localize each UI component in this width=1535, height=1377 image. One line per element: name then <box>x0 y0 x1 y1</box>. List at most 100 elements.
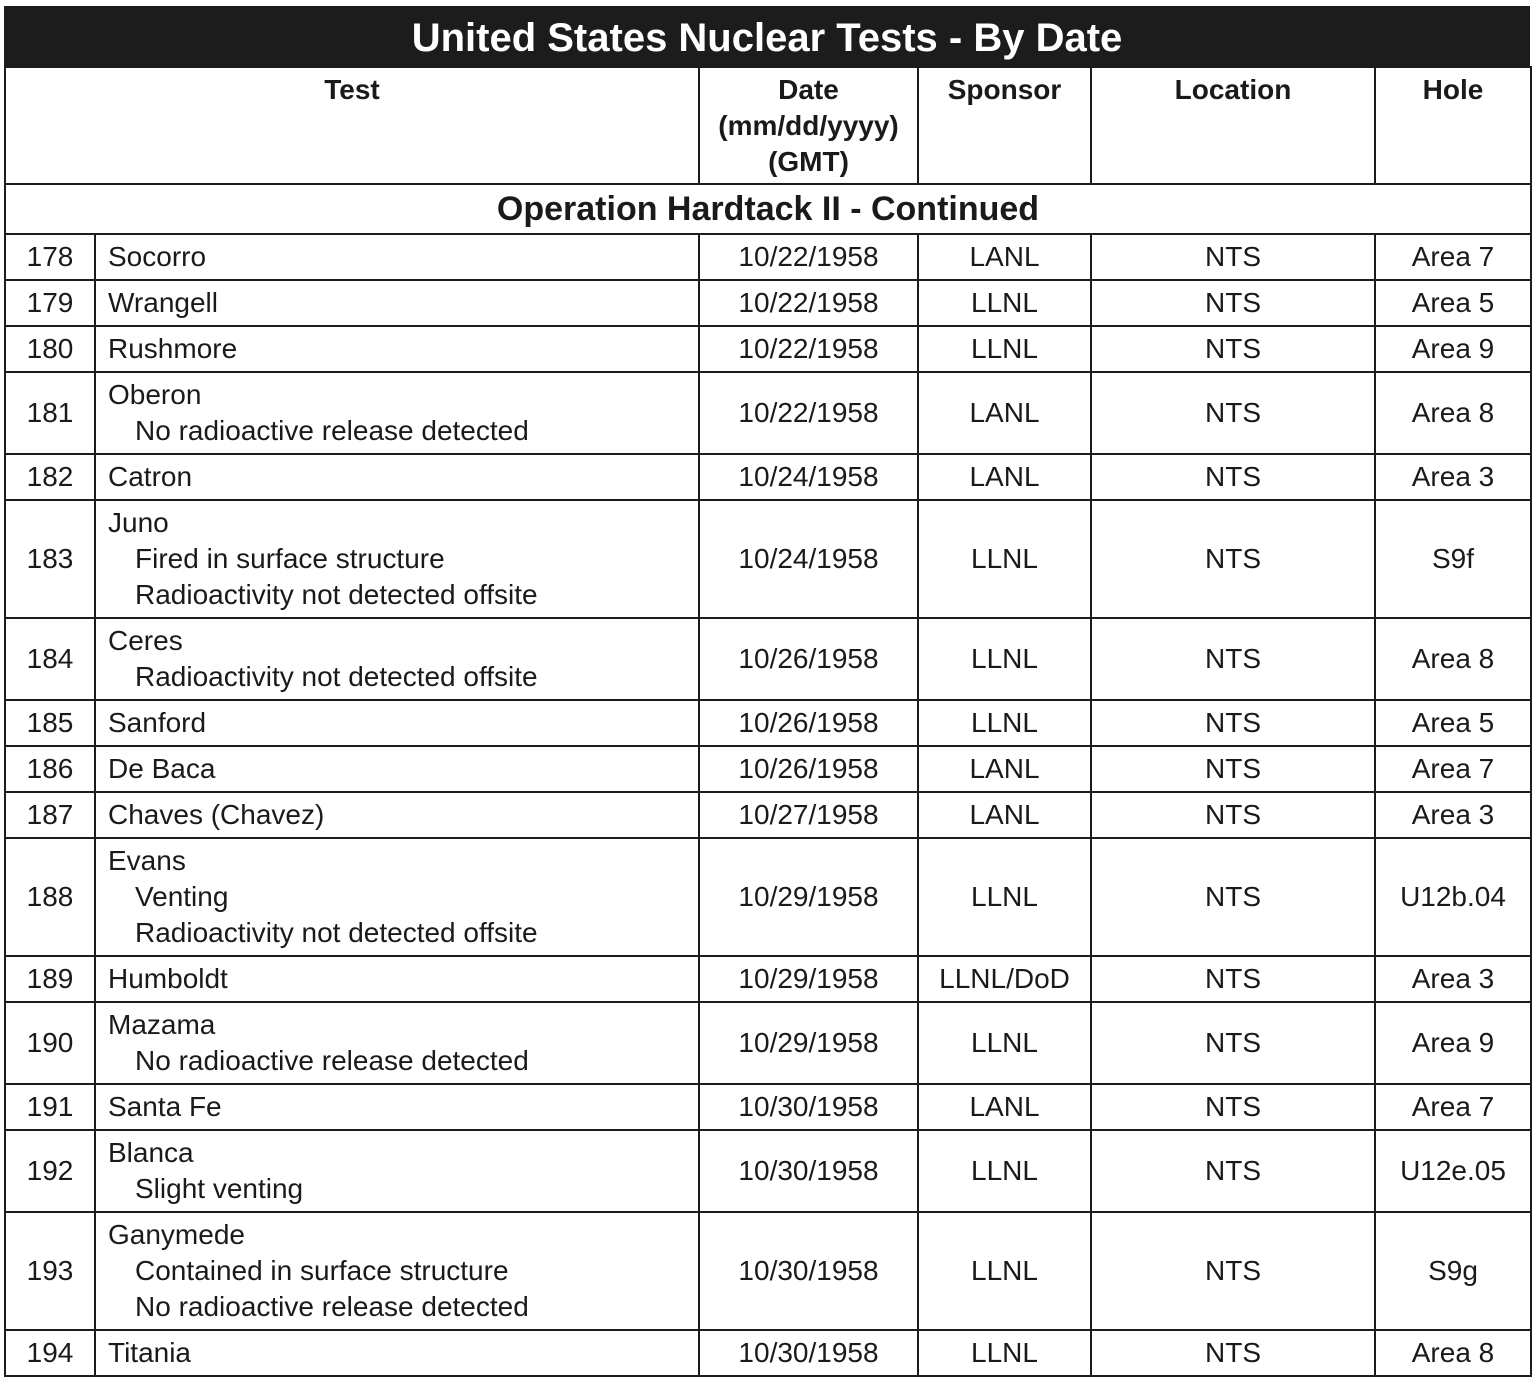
test-name-cell: Santa Fe <box>94 1083 700 1131</box>
test-name-cell: Rushmore <box>94 325 700 373</box>
test-sponsor: LLNL <box>917 499 1092 619</box>
test-location: NTS <box>1090 837 1376 957</box>
test-name-cell: Mazama No radioactive release detected <box>94 1001 700 1085</box>
test-number: 191 <box>4 1083 96 1131</box>
test-name-cell: Juno Fired in surface structure Radioactiv… <box>94 499 700 619</box>
test-date: 10/22/1958 <box>698 325 919 373</box>
test-date: 10/26/1958 <box>698 617 919 701</box>
table-row: 179 Wrangell 10/22/1958 LLNL NTS Area 5 <box>4 279 1532 327</box>
test-number: 180 <box>4 325 96 373</box>
test-name-cell: Humboldt <box>94 955 700 1003</box>
test-location: NTS <box>1090 371 1376 455</box>
table-row: 187 Chaves (Chavez) 10/27/1958 LANL NTS Area … <box>4 791 1532 839</box>
test-sponsor: LLNL <box>917 1211 1092 1331</box>
test-sponsor: LANL <box>917 371 1092 455</box>
test-name: Wrangell <box>108 287 218 318</box>
test-hole: Area 8 <box>1374 371 1532 455</box>
test-name-cell: Socorro <box>94 233 700 281</box>
table-row: 189 Humboldt 10/29/1958 LLNL/DoD NTS Area 3 <box>4 955 1532 1003</box>
test-date: 10/22/1958 <box>698 279 919 327</box>
header-date-line-2: (mm/dd/yyyy) <box>718 110 899 141</box>
test-note: Slight venting <box>135 1173 304 1204</box>
test-note: No radioactive release detected <box>135 1291 529 1322</box>
test-sponsor: LLNL <box>917 837 1092 957</box>
test-name: Blanca <box>108 1137 194 1168</box>
table-row: 180 Rushmore 10/22/1958 LLNL NTS Area 9 <box>4 325 1532 373</box>
header-location: Location <box>1090 66 1376 185</box>
test-date: 10/24/1958 <box>698 453 919 501</box>
test-number: 179 <box>4 279 96 327</box>
test-name-cell: Blanca Slight venting <box>94 1129 700 1213</box>
test-note: Radioactivity not detected offsite <box>135 661 538 692</box>
test-number: 182 <box>4 453 96 501</box>
test-date: 10/30/1958 <box>698 1129 919 1213</box>
test-sponsor: LANL <box>917 233 1092 281</box>
test-name: Chaves (Chavez) <box>108 799 325 830</box>
test-note: Contained in surface structure <box>135 1255 509 1286</box>
test-location: NTS <box>1090 1083 1376 1131</box>
test-date: 10/26/1958 <box>698 745 919 793</box>
test-name: Ganymede <box>108 1219 245 1250</box>
test-date: 10/26/1958 <box>698 699 919 747</box>
test-name-cell: Oberon No radioactive release detected <box>94 371 700 455</box>
test-note: Radioactivity not detected offsite <box>135 579 538 610</box>
header-date: Date (mm/dd/yyyy) (GMT) <box>698 66 919 185</box>
test-sponsor: LLNL <box>917 1129 1092 1213</box>
test-number: 183 <box>4 499 96 619</box>
test-name: Juno <box>108 507 169 538</box>
test-location: NTS <box>1090 1329 1376 1377</box>
table-row: 194 Titania 10/30/1958 LLNL NTS Area 8 <box>4 1329 1532 1377</box>
table-row: 184 Ceres Radioactivity not detected offsi… <box>4 617 1532 701</box>
test-sponsor: LANL <box>917 791 1092 839</box>
document-title: United States Nuclear Tests - By Date <box>4 6 1530 66</box>
header-sponsor: Sponsor <box>917 66 1092 185</box>
test-hole: Area 5 <box>1374 279 1532 327</box>
test-number: 193 <box>4 1211 96 1331</box>
test-name: Humboldt <box>108 963 228 994</box>
test-date: 10/22/1958 <box>698 371 919 455</box>
table-row: 191 Santa Fe 10/30/1958 LANL NTS Area 7 <box>4 1083 1532 1131</box>
test-hole: Area 3 <box>1374 791 1532 839</box>
test-sponsor: LLNL <box>917 699 1092 747</box>
test-name: Ceres <box>108 625 183 656</box>
test-sponsor: LLNL <box>917 1329 1092 1377</box>
test-date: 10/30/1958 <box>698 1329 919 1377</box>
test-name: Santa Fe <box>108 1091 222 1122</box>
header-test: Test <box>4 66 700 185</box>
test-name-cell: Ceres Radioactivity not detected offsite <box>94 617 700 701</box>
test-name-cell: Titania <box>94 1329 700 1377</box>
test-number: 189 <box>4 955 96 1003</box>
test-hole: Area 3 <box>1374 955 1532 1003</box>
test-name-cell: Sanford <box>94 699 700 747</box>
test-date: 10/27/1958 <box>698 791 919 839</box>
test-name-cell: Evans Venting Radioactivity not detected o… <box>94 837 700 957</box>
test-name: Titania <box>108 1337 192 1368</box>
test-sponsor: LANL <box>917 1083 1092 1131</box>
test-date: 10/29/1958 <box>698 955 919 1003</box>
test-number: 181 <box>4 371 96 455</box>
document: United States Nuclear Tests - By Date Te… <box>4 6 1532 1377</box>
test-number: 184 <box>4 617 96 701</box>
test-name-cell: Ganymede Contained in surface structure No… <box>94 1211 700 1331</box>
test-hole: Area 9 <box>1374 1001 1532 1085</box>
test-name-cell: Catron <box>94 453 700 501</box>
test-name: Rushmore <box>108 333 238 364</box>
test-name: Sanford <box>108 707 207 738</box>
test-note: Fired in surface structure <box>135 543 445 574</box>
test-number: 188 <box>4 837 96 957</box>
table-row: 183 Juno Fired in surface structure Radioac… <box>4 499 1532 619</box>
test-location: NTS <box>1090 325 1376 373</box>
test-hole: Area 3 <box>1374 453 1532 501</box>
test-date: 10/22/1958 <box>698 233 919 281</box>
test-location: NTS <box>1090 453 1376 501</box>
test-location: NTS <box>1090 745 1376 793</box>
test-hole: Area 8 <box>1374 1329 1532 1377</box>
test-hole: S9g <box>1374 1211 1532 1331</box>
test-date: 10/30/1958 <box>698 1083 919 1131</box>
section-title: Operation Hardtack II - Continued <box>4 183 1532 235</box>
table-row: 193 Ganymede Contained in surface structur… <box>4 1211 1532 1331</box>
test-location: NTS <box>1090 1001 1376 1085</box>
test-name: De Baca <box>108 753 216 784</box>
tests-table: Test Date (mm/dd/yyyy) (GMT) Sponsor Loc… <box>4 66 1532 1377</box>
test-date: 10/29/1958 <box>698 1001 919 1085</box>
